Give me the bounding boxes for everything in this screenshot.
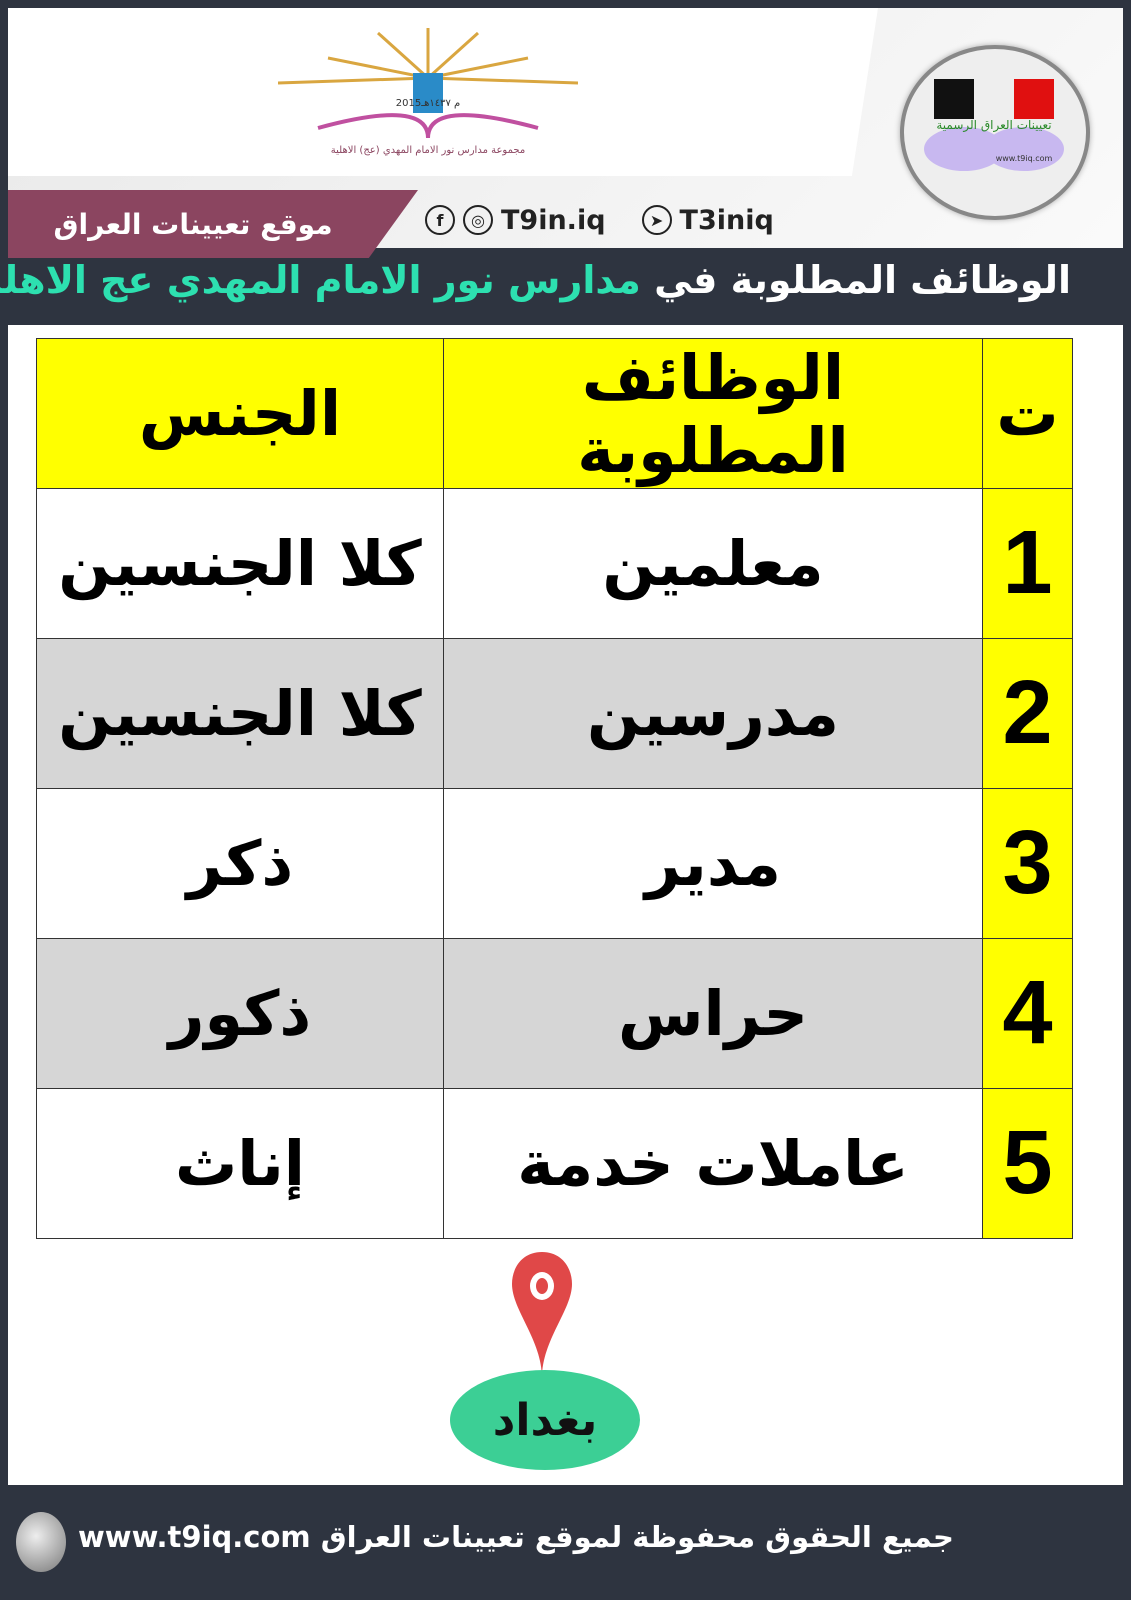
svg-text:www.t9iq.com: www.t9iq.com [996,154,1053,163]
table-header-row: ت الوظائف المطلوبة الجنس [36,338,1073,489]
location-pin-icon [512,1252,572,1378]
row-job: معلمين [443,488,983,639]
row-gender: ذكر [36,788,444,939]
facebook-icon[interactable]: f [425,205,455,235]
instagram-icon[interactable]: ◎ [463,205,493,235]
social-links: f ◎ T9in.iq ➤ T3iniq [425,200,774,240]
title-highlight: مدارس نور الامام المهدي عج الاهلية [0,258,641,302]
jobs-table: ت الوظائف المطلوبة الجنس 1 معلمين كلا الجن… [36,338,1073,1239]
table-row: 3 مدير ذكر [36,788,1073,939]
row-job: مدرسين [443,638,983,789]
table-row: 4 حراس ذكور [36,938,1073,1089]
svg-text:مجموعة مدارس نور الامام المهدي: مجموعة مدارس نور الامام المهدي (عج) الاه… [331,145,525,156]
row-job: عاملات خدمة [443,1088,983,1239]
row-job: حراس [443,938,983,1089]
header-gender: الجنس [36,338,444,489]
table-row: 1 معلمين كلا الجنسين [36,488,1073,639]
header-job: الوظائف المطلوبة [443,338,983,489]
svg-text:2015م ١٤٣٧هـ: 2015م ١٤٣٧هـ [396,98,461,109]
row-num: 1 [982,488,1073,639]
header-num: ت [982,338,1073,489]
telegram-handle[interactable]: T3iniq [679,204,774,236]
table-row: 5 عاملات خدمة إناث [36,1088,1073,1239]
row-num: 5 [982,1088,1073,1239]
school-logo: مجموعة مدارس نور الامام المهدي (عج) الاه… [278,28,578,156]
row-gender: كلا الجنسين [36,488,444,639]
iraq-flag-logo: تعيينات العراق الرسمية www.t9iq.com [924,79,1064,171]
row-num: 3 [982,788,1073,939]
row-job: مدير [443,788,983,939]
telegram-icon[interactable]: ➤ [641,205,672,235]
official-badge: تعيينات العراق الرسمية www.t9iq.com [900,45,1090,220]
school-logo-box: مجموعة مدارس نور الامام المهدي (عج) الاه… [8,8,878,176]
row-num: 4 [982,938,1073,1089]
site-name-banner: موقع تعيينات العراق [8,190,418,258]
row-gender: إناث [36,1088,444,1239]
row-num: 2 [982,638,1073,789]
row-gender: ذكور [36,938,444,1089]
globe-icon [16,1512,66,1572]
row-gender: كلا الجنسين [36,638,444,789]
title-prefix: الوظائف المطلوبة في [654,258,1071,302]
svg-text:تعيينات العراق الرسمية: تعيينات العراق الرسمية [936,118,1051,133]
footer: جميع الحقوق محفوظة لموقع تعيينات العراق … [0,1490,1131,1600]
page-title: الوظائف المطلوبة في مدارس نور الامام الم… [0,258,1071,302]
city-label: بغداد [450,1370,640,1470]
facebook-instagram-handle[interactable]: T9in.iq [501,204,606,236]
footer-copyright[interactable]: جميع الحقوق محفوظة لموقع تعيينات العراق … [78,1520,954,1554]
table-row: 2 مدرسين كلا الجنسين [36,638,1073,789]
